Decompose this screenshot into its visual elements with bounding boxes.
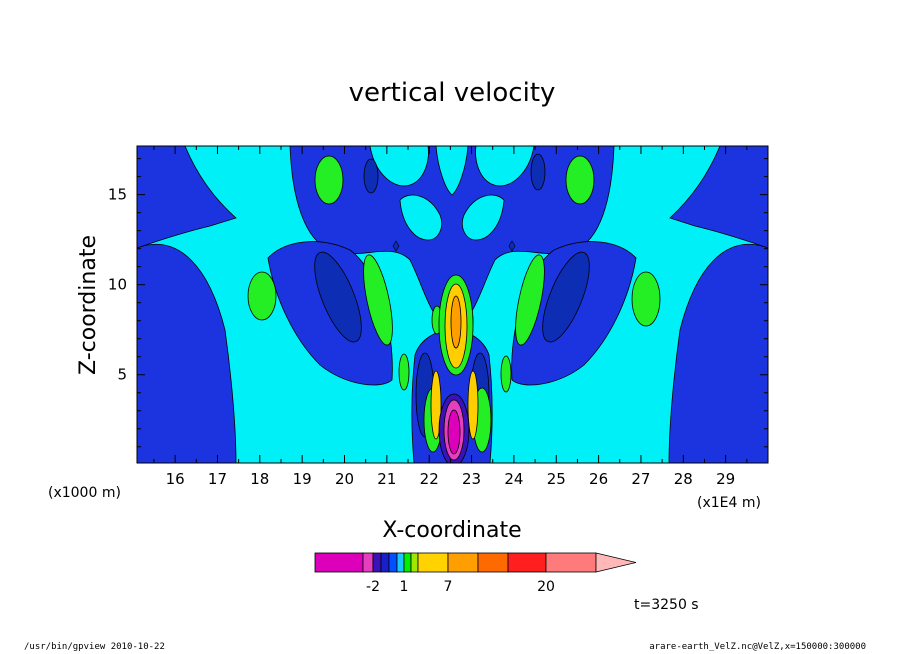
x-tick-label: 16 bbox=[166, 470, 185, 488]
negative-region-left-lower bbox=[137, 243, 237, 463]
colorbar: -2 1 7 20 bbox=[314, 552, 637, 595]
x-tick-label: 21 bbox=[377, 470, 396, 488]
footer-source: arare-earth_VelZ.nc@VelZ,x=150000:300000 bbox=[649, 642, 866, 652]
plot-frame bbox=[136, 145, 769, 464]
gap-upper-2 bbox=[475, 146, 535, 187]
colorbar-tick-label: 1 bbox=[400, 579, 409, 595]
updraft-core-inner bbox=[450, 295, 462, 349]
x-tick-label: 24 bbox=[504, 470, 523, 488]
x-tick-label: 26 bbox=[589, 470, 608, 488]
negative-region-right bbox=[669, 146, 768, 249]
positive-cell-5 bbox=[363, 254, 393, 346]
x-tick-label: 29 bbox=[716, 470, 735, 488]
colorbar-tick-label: 7 bbox=[444, 579, 453, 595]
strong-negative-upper-left bbox=[363, 158, 379, 194]
x-tick-label: 23 bbox=[462, 470, 481, 488]
x-unit-label: (x1E4 m) bbox=[697, 495, 761, 511]
x-tick-label: 28 bbox=[674, 470, 693, 488]
x-tick-label: 22 bbox=[420, 470, 439, 488]
negative-region-left bbox=[137, 146, 237, 249]
x-axis-label: X-coordinate bbox=[382, 518, 521, 543]
colorbar-segment bbox=[388, 552, 398, 573]
updraft-low-left bbox=[430, 370, 442, 440]
gap-upper-3 bbox=[399, 194, 443, 241]
colorbar-tick-label: -2 bbox=[366, 579, 380, 595]
colorbar-extension-arrow bbox=[595, 552, 637, 573]
colorbar-tick-label: 20 bbox=[537, 579, 555, 595]
footer-program: /usr/bin/gpview 2010-10-22 bbox=[24, 642, 165, 652]
colorbar-segment bbox=[447, 552, 479, 573]
gap-upper-4 bbox=[461, 194, 505, 241]
positive-cell-8 bbox=[500, 355, 512, 393]
plot-area bbox=[137, 146, 768, 463]
positive-cell-1 bbox=[314, 155, 344, 205]
x-tick-label: 20 bbox=[335, 470, 354, 488]
positive-cell-7 bbox=[398, 353, 410, 391]
colorbar-segment bbox=[314, 552, 364, 573]
downdraft-core-inner bbox=[447, 409, 461, 455]
y-tick-label: 10 bbox=[108, 276, 127, 294]
colorbar-segment bbox=[545, 552, 597, 573]
y-tick-label: 15 bbox=[108, 186, 127, 204]
positive-cell-3 bbox=[247, 271, 277, 321]
colorbar-segment bbox=[362, 552, 374, 573]
speck-right bbox=[508, 240, 516, 252]
colorbar-segment bbox=[417, 552, 449, 573]
x-tick-label: 25 bbox=[547, 470, 566, 488]
positive-cell-6 bbox=[515, 254, 545, 346]
colorbar-segment bbox=[410, 552, 419, 573]
strong-negative-upper-right bbox=[530, 153, 546, 191]
strong-negative-arm-left bbox=[314, 251, 362, 343]
y-tick-label: 5 bbox=[117, 366, 127, 384]
x-tick-label: 19 bbox=[293, 470, 312, 488]
updraft-low-right bbox=[467, 370, 479, 440]
y-axis: 5 10 15 bbox=[108, 158, 768, 448]
x-tick-label: 27 bbox=[631, 470, 650, 488]
colorbar-segment bbox=[507, 552, 547, 573]
chart-title: vertical velocity bbox=[349, 78, 556, 108]
y-axis-label: Z-coordinate bbox=[76, 235, 101, 375]
y-unit-label: (x1000 m) bbox=[48, 485, 121, 501]
colorbar-segment bbox=[396, 552, 405, 573]
gap-upper-5 bbox=[435, 146, 469, 196]
colorbar-segment bbox=[372, 552, 382, 573]
colorbar-segment bbox=[403, 552, 412, 573]
time-label: t=3250 s bbox=[634, 597, 699, 613]
colorbar-segment bbox=[380, 552, 390, 573]
x-tick-label: 17 bbox=[208, 470, 227, 488]
x-axis: 16 17 18 19 20 21 22 23 24 25 26 27 28 29 bbox=[153, 146, 748, 488]
colorbar-segment bbox=[477, 552, 509, 573]
gap-upper-1 bbox=[369, 146, 429, 187]
strong-negative-arm-right bbox=[542, 251, 590, 343]
positive-cell-2 bbox=[565, 155, 595, 205]
negative-region-right-lower bbox=[668, 243, 768, 463]
x-tick-label: 18 bbox=[250, 470, 269, 488]
positive-cell-4 bbox=[631, 271, 661, 327]
speck-left bbox=[392, 240, 400, 252]
